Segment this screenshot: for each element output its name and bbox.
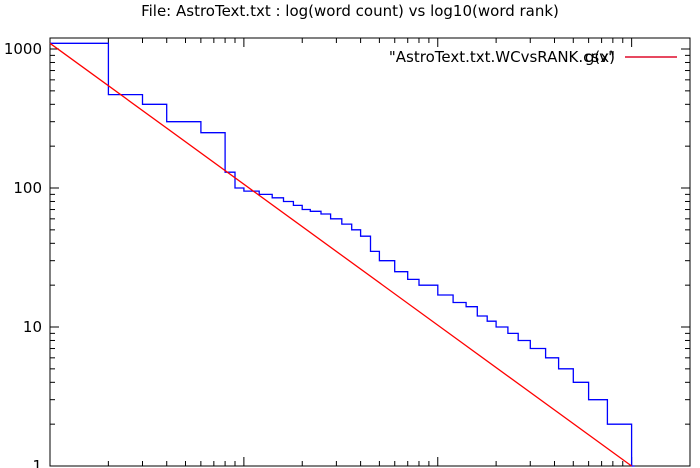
axis-ticks [49,38,691,467]
axis-tick-labels: 11010010001101001000 [4,40,42,468]
legend-label-1: g(x) [585,48,615,66]
legend-label-0: "AstroText.txt.WCvsRANK.csv" [389,48,615,66]
series-layer [49,42,635,467]
y-tick-label: 1 [32,457,42,468]
y-tick-label: 1000 [4,40,42,58]
legend: "AstroText.txt.WCvsRANK.csv"g(x) [389,48,677,66]
plot-area-frame [49,37,691,467]
series-line-1 [49,42,632,467]
chart-title: File: AstroText.txt : log(word count) vs… [141,2,559,20]
y-tick-label: 10 [23,318,42,336]
y-tick-label: 100 [13,179,42,197]
